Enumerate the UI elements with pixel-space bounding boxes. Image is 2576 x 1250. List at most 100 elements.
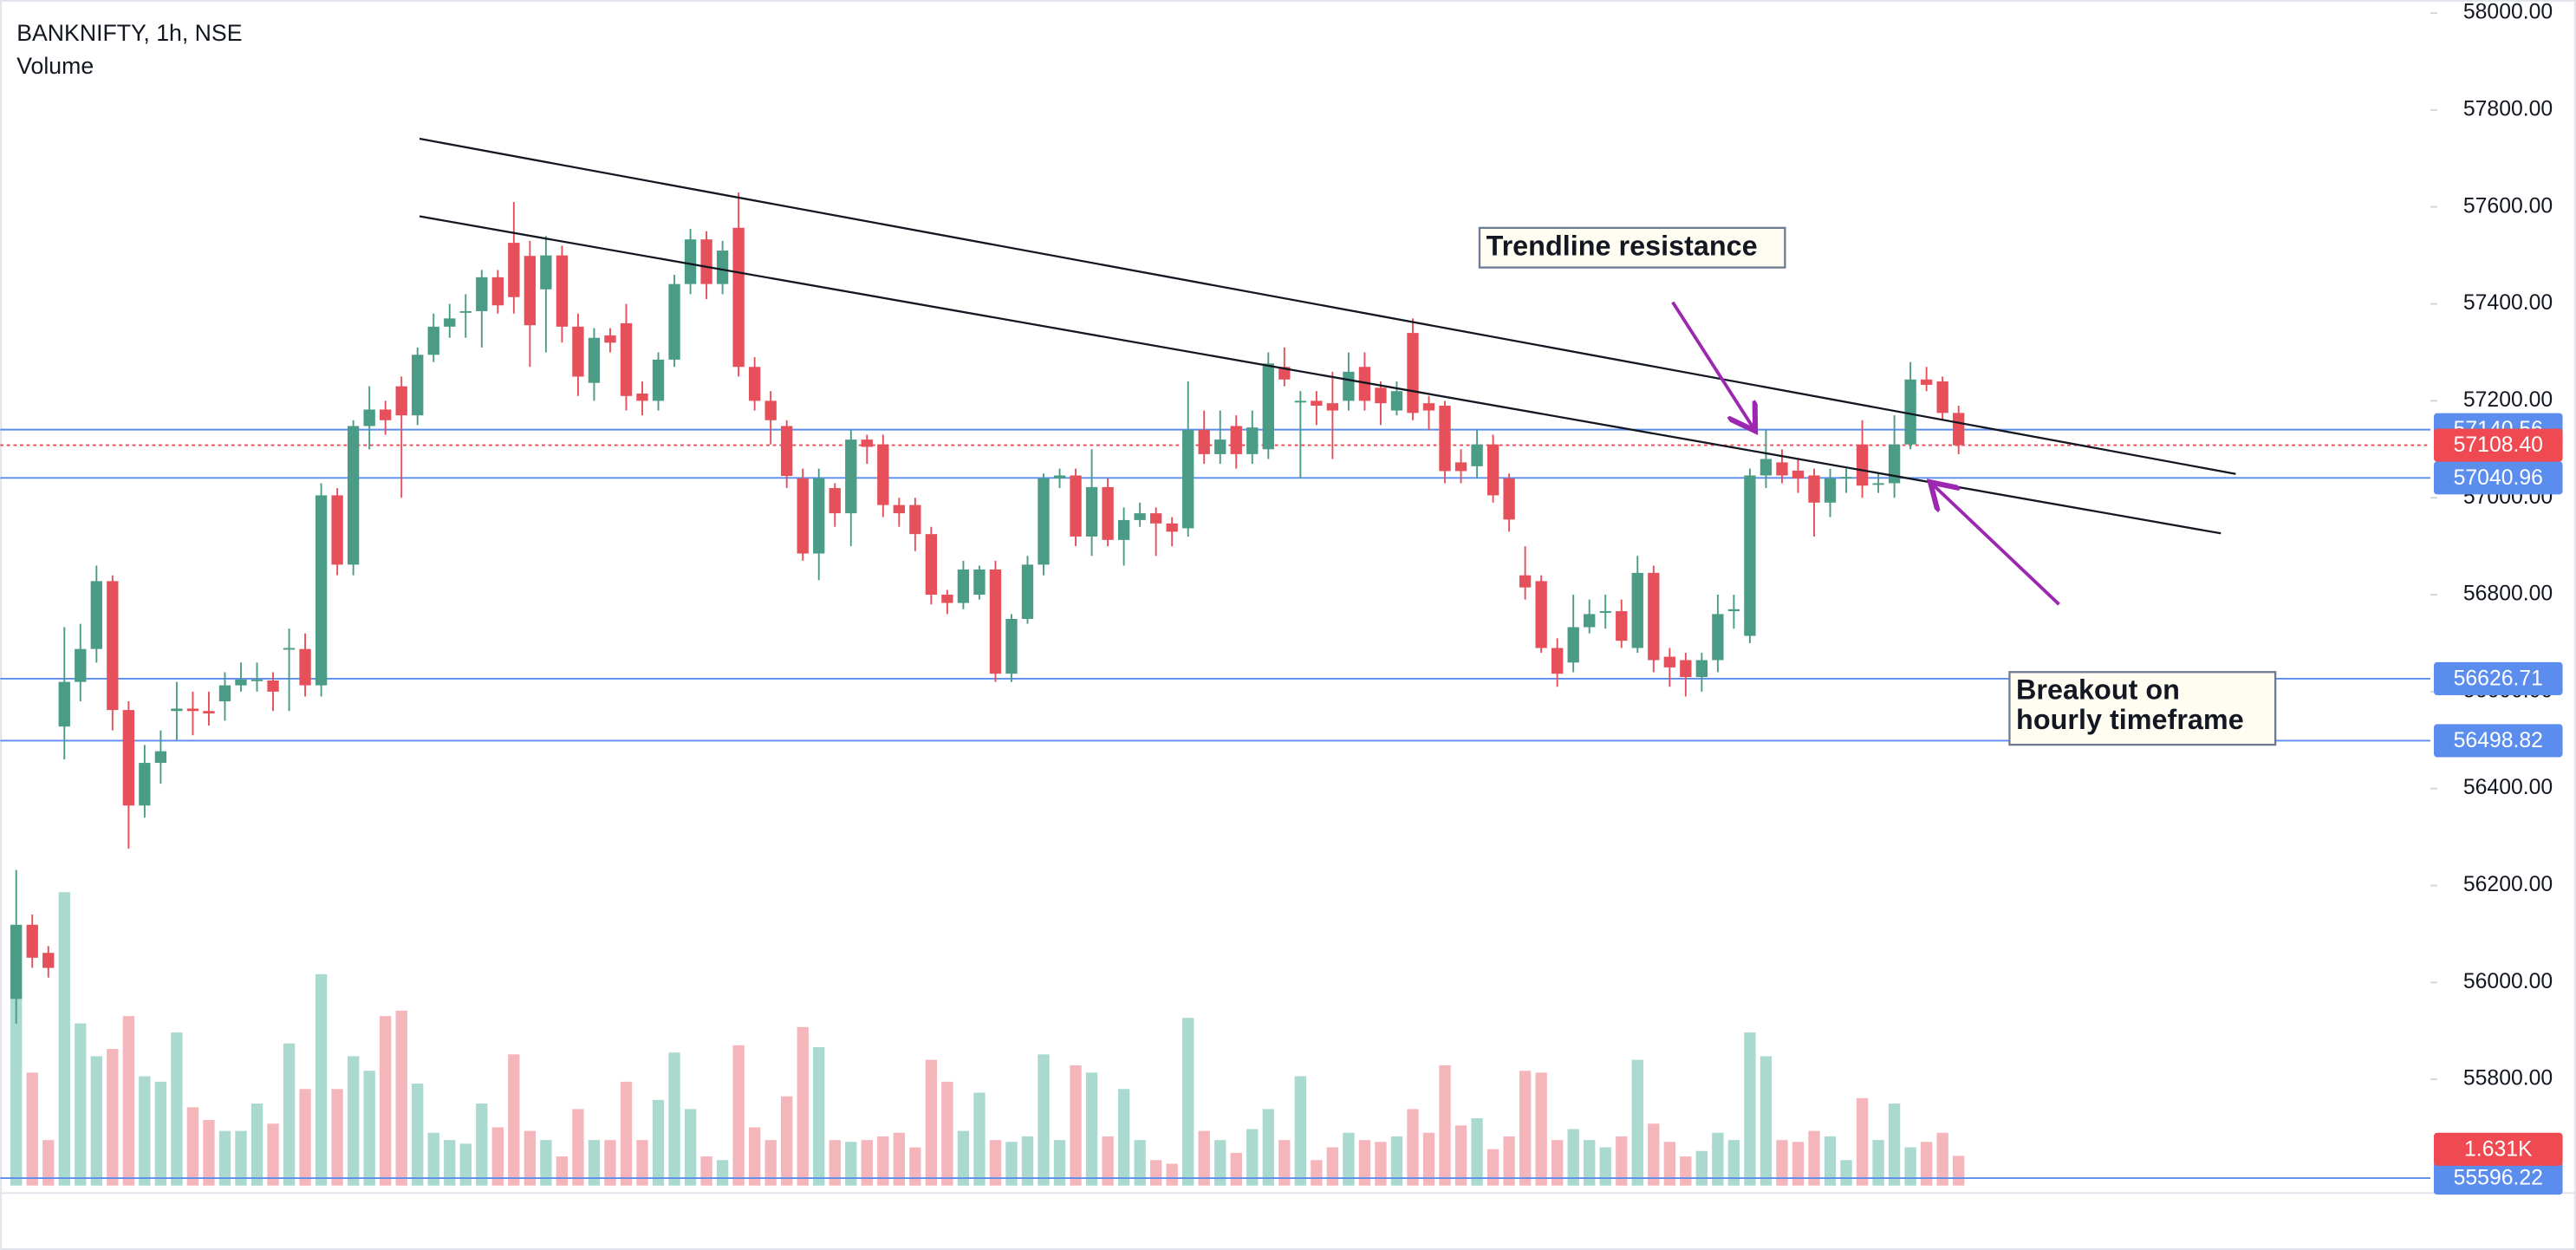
- candle-body: [1038, 478, 1050, 565]
- volume-bar: [556, 1156, 569, 1186]
- volume-bar: [491, 1127, 504, 1186]
- price-badge: [2433, 461, 2563, 495]
- volume-bar: [203, 1120, 215, 1186]
- candle-body: [412, 355, 424, 416]
- volume-bar: [444, 1140, 456, 1186]
- volume-bar: [652, 1099, 665, 1186]
- candle-body: [1454, 462, 1467, 472]
- volume-bar: [171, 1032, 183, 1186]
- volume-bar: [1230, 1152, 1242, 1186]
- annotation-box: [2008, 671, 2277, 746]
- volume-bar: [1085, 1072, 1098, 1186]
- volume-bar: [684, 1109, 697, 1186]
- candle-body: [1278, 367, 1291, 380]
- volume-bar: [1214, 1140, 1226, 1186]
- candle-body: [700, 239, 712, 284]
- candle-body: [1904, 379, 1916, 445]
- candle-body: [668, 283, 680, 360]
- volume-bar: [1182, 1018, 1194, 1186]
- volume-bar: [781, 1096, 793, 1186]
- candle-body: [957, 569, 970, 603]
- candle-body: [250, 679, 263, 681]
- candle-body: [1326, 403, 1339, 411]
- candle-body: [1149, 513, 1162, 524]
- candle-body: [540, 255, 552, 290]
- y-tick-label: 56800.00: [2463, 583, 2553, 606]
- candle-body: [877, 444, 889, 505]
- volume-bar: [1053, 1140, 1066, 1186]
- volume-bar: [764, 1140, 777, 1186]
- volume-bar: [1390, 1136, 1403, 1186]
- volume-bar: [668, 1052, 680, 1186]
- candle-body: [556, 255, 569, 327]
- volume-bar: [1551, 1140, 1564, 1186]
- candle-body: [524, 256, 537, 326]
- volume-bar: [331, 1089, 343, 1186]
- candle-body: [1343, 371, 1355, 401]
- candle-body: [845, 439, 857, 514]
- candle-body: [1246, 427, 1259, 454]
- price-badge-label: 56626.71: [2454, 667, 2543, 690]
- volume-bar: [540, 1140, 552, 1186]
- volume-bar: [1422, 1132, 1435, 1186]
- candle-body: [380, 409, 392, 420]
- candle-body: [315, 495, 328, 686]
- candle-body: [139, 763, 151, 806]
- badges: 57140.5657040.9656626.7156498.8255596.22…: [2433, 413, 2563, 1195]
- candle-body: [186, 708, 199, 712]
- volume-bar: [1246, 1129, 1259, 1186]
- volume-bar: [1021, 1136, 1034, 1186]
- candle-body: [1422, 403, 1435, 411]
- candle-body: [1085, 486, 1098, 537]
- candle-body: [748, 367, 761, 401]
- candle-body: [1567, 627, 1579, 663]
- volume-bar: [1888, 1104, 1901, 1186]
- volume-bar: [186, 1107, 199, 1186]
- price-badge-label: 1.631K: [2464, 1137, 2533, 1161]
- volume-bar: [941, 1081, 953, 1186]
- volume-bar: [459, 1143, 472, 1186]
- y-tick-label: 57400.00: [2463, 291, 2553, 315]
- volume-bar: [909, 1147, 921, 1186]
- price-badge-label: 57040.96: [2454, 466, 2543, 490]
- volume-bar: [1535, 1072, 1547, 1186]
- volume-bar: [620, 1081, 633, 1186]
- candle-body: [154, 751, 167, 764]
- volume-bar: [957, 1130, 970, 1186]
- volume-bar: [107, 1049, 119, 1186]
- candle-body: [572, 326, 584, 377]
- candle-body: [1311, 400, 1323, 406]
- volume-bar: [813, 1046, 825, 1186]
- candle-body: [1872, 483, 1884, 485]
- volume-bar: [1454, 1125, 1467, 1186]
- candle-body: [813, 478, 825, 554]
- candle-body: [1053, 475, 1066, 479]
- candle-body: [829, 488, 841, 514]
- candle-body: [42, 953, 55, 968]
- volume-bar: [1808, 1130, 1820, 1186]
- volume-bar: [845, 1142, 857, 1186]
- volume-bar: [26, 1072, 38, 1186]
- candle-body: [1182, 429, 1194, 529]
- volume-bar: [716, 1160, 729, 1186]
- candle-body: [781, 426, 793, 477]
- volume-bar: [1519, 1071, 1532, 1186]
- candle-body: [299, 648, 311, 686]
- volume-bar: [1134, 1140, 1146, 1186]
- candle-body: [636, 394, 648, 401]
- candle-body: [90, 581, 102, 649]
- candle-body: [1599, 611, 1611, 613]
- volume-bar: [748, 1127, 761, 1186]
- candle-body: [716, 251, 729, 284]
- volume-bar: [1727, 1140, 1740, 1186]
- candle-body: [1005, 618, 1018, 674]
- candle-body: [1262, 363, 1274, 450]
- volume-bar: [925, 1059, 938, 1186]
- candle-body: [491, 277, 504, 306]
- annotation-text: Breakout on: [2016, 674, 2180, 706]
- candle-body: [203, 711, 215, 714]
- volume-bar: [973, 1092, 986, 1186]
- candle-body: [444, 318, 456, 327]
